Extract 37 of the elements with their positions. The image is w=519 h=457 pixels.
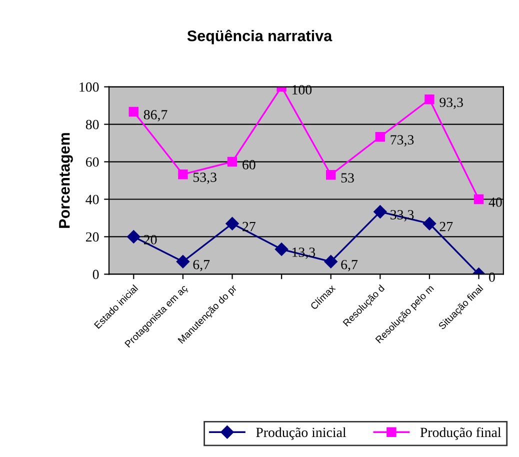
- point: [324, 255, 338, 268]
- data-label: 86,7: [144, 110, 168, 122]
- y-tick-label: 40: [86, 194, 99, 204]
- point: [226, 217, 239, 230]
- chart-title: Seqüência narrativa: [187, 30, 332, 44]
- data-label: 0: [489, 272, 495, 282]
- point: [422, 217, 436, 230]
- point: [128, 106, 139, 117]
- data-label: 53: [341, 173, 354, 183]
- data-label: 60: [242, 160, 256, 170]
- point: [424, 94, 434, 104]
- y-tick-label: 0: [92, 270, 99, 280]
- data-label: 6,7: [193, 260, 210, 272]
- point: [178, 169, 188, 180]
- point: [326, 170, 336, 180]
- data-label: 73,3: [390, 135, 414, 146]
- point: [127, 230, 140, 244]
- data-label: 6,7: [341, 260, 358, 272]
- point: [374, 205, 387, 218]
- y-axis-title: Porcentagem: [59, 133, 73, 228]
- y-tick-label: 20: [86, 232, 99, 242]
- data-label: 27: [440, 222, 453, 232]
- point: [474, 194, 484, 204]
- y-tick-label: 60: [86, 157, 99, 167]
- data-label: 40: [488, 198, 502, 207]
- data-label: 93,3: [440, 98, 463, 110]
- data-label: 53,3: [193, 172, 216, 184]
- point: [274, 242, 288, 256]
- y-tick-label: 80: [86, 120, 99, 130]
- data-label: 27: [242, 222, 256, 232]
- legend-label: Produção final: [420, 427, 502, 440]
- data-label: 20: [144, 234, 157, 244]
- legend-label: Produção inicial: [256, 427, 346, 440]
- point: [176, 255, 190, 268]
- point: [375, 132, 386, 142]
- y-tick-label: 100: [80, 82, 99, 92]
- point: [227, 156, 238, 167]
